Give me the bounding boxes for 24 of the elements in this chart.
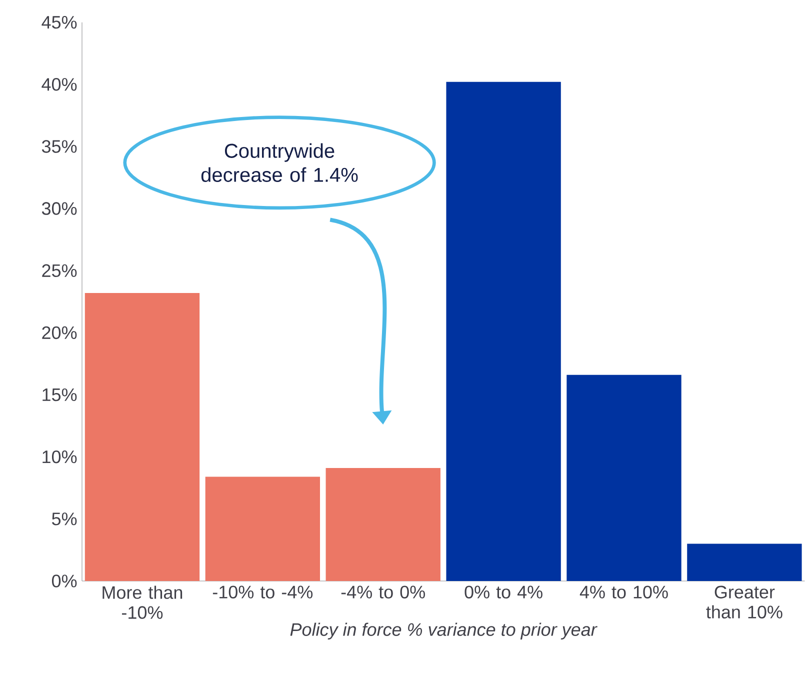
y-tick-label: 40% bbox=[42, 78, 77, 91]
x-tick-label: More than -10% bbox=[102, 586, 182, 619]
bar bbox=[687, 544, 802, 581]
annotation: Countrywide decrease of 1.4% bbox=[201, 143, 358, 182]
bar bbox=[326, 468, 440, 581]
x-tick-label: 4% to 10% bbox=[580, 586, 668, 598]
bar bbox=[205, 476, 320, 581]
x-tick-label: -10% to -4% bbox=[212, 586, 313, 598]
y-tick-label: 10% bbox=[42, 450, 77, 464]
bar bbox=[84, 292, 200, 581]
y-tick-label: 15% bbox=[42, 388, 77, 402]
x-tick-label: Greater than 10% bbox=[706, 586, 782, 618]
x-tick-label: -4% to 0% bbox=[341, 586, 425, 598]
y-tick-label: 20% bbox=[42, 326, 77, 340]
x-axis-title: Policy in force % variance to prior year bbox=[290, 622, 598, 640]
y-tick-label: 30% bbox=[42, 202, 77, 215]
y-tick-label: 0% bbox=[52, 574, 77, 588]
y-tick-label: 5% bbox=[52, 512, 77, 526]
y-tick-label: 25% bbox=[42, 264, 77, 277]
y-tick-label: 35% bbox=[42, 140, 77, 153]
x-tick-label: 0% to 4% bbox=[464, 586, 542, 598]
bar bbox=[566, 374, 682, 581]
bar bbox=[446, 82, 561, 581]
y-tick-label: 45% bbox=[42, 16, 77, 29]
